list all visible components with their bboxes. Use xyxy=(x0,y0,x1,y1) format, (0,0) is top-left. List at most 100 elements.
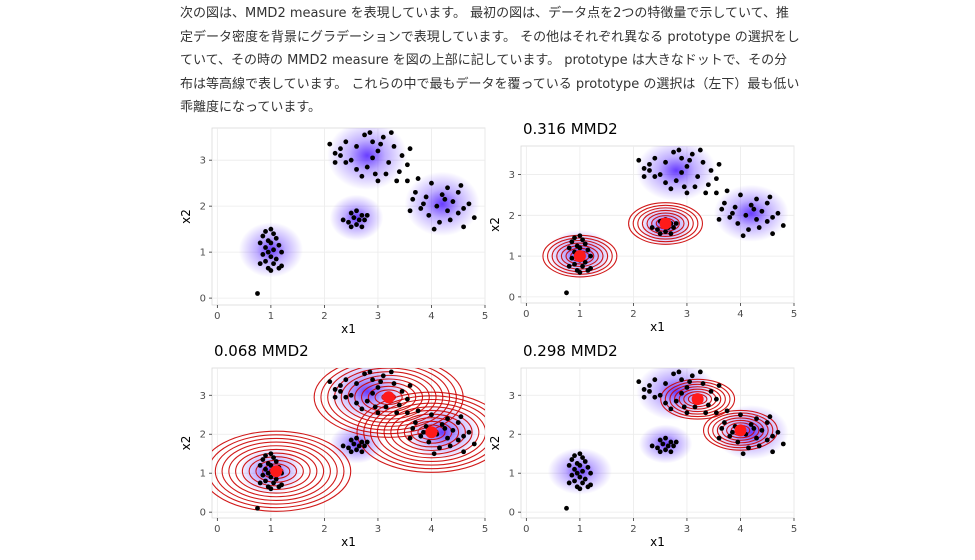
data-point xyxy=(703,190,709,196)
data-point xyxy=(364,398,370,404)
data-point xyxy=(450,427,456,433)
data-point xyxy=(770,433,775,439)
y-tick-label: 0 xyxy=(509,508,515,519)
contour-layer xyxy=(212,368,485,512)
axes: 0 1 2 3 4 5 0 1 2 3 xyxy=(509,391,798,535)
data-point xyxy=(461,206,466,211)
y-tick-label: 2 xyxy=(509,430,515,441)
data-point xyxy=(426,212,432,218)
data-point xyxy=(375,410,381,416)
data-point xyxy=(580,455,585,461)
data-point xyxy=(386,160,392,165)
data-point xyxy=(340,217,346,223)
data-point xyxy=(665,443,671,449)
data-point xyxy=(263,245,268,250)
data-point xyxy=(580,263,585,269)
data-point xyxy=(388,369,394,375)
data-point xyxy=(375,148,381,154)
data-point xyxy=(442,196,448,202)
data-point xyxy=(439,422,445,427)
data-point xyxy=(588,253,593,259)
data-point xyxy=(455,210,461,216)
data-point xyxy=(458,183,464,188)
data-point xyxy=(652,377,658,383)
data-point xyxy=(367,130,373,135)
data-point xyxy=(566,480,572,486)
x-tick-label: 0 xyxy=(214,311,220,322)
data-point xyxy=(668,186,674,192)
data-point xyxy=(434,203,440,209)
data-point xyxy=(673,221,679,226)
data-point xyxy=(746,445,751,451)
data-point xyxy=(429,412,434,418)
data-point xyxy=(580,480,585,486)
data-point xyxy=(332,150,338,156)
data-point xyxy=(754,217,759,222)
data-point xyxy=(580,468,585,474)
data-point xyxy=(687,379,693,385)
data-point xyxy=(730,210,735,216)
data-point xyxy=(681,404,687,410)
data-point xyxy=(380,373,386,379)
y-tick-label: 3 xyxy=(200,156,206,167)
x-axis-label: x1 xyxy=(341,535,356,549)
data-point xyxy=(663,159,668,165)
data-point xyxy=(738,412,743,418)
data-point xyxy=(727,433,733,439)
data-point xyxy=(437,219,442,225)
data-point xyxy=(713,190,719,196)
data-point xyxy=(673,398,679,404)
data-point xyxy=(340,443,346,449)
data-point xyxy=(426,439,432,445)
data-point xyxy=(394,178,400,184)
data-point xyxy=(421,429,426,435)
density-blob xyxy=(329,194,384,241)
data-point xyxy=(775,429,781,435)
contour-ring xyxy=(641,209,690,238)
data-point xyxy=(663,381,668,386)
data-point xyxy=(271,455,276,461)
data-point xyxy=(458,414,464,420)
x-tick-label: 1 xyxy=(268,524,274,535)
contour-ring xyxy=(376,402,485,462)
data-point xyxy=(407,146,413,152)
data-point xyxy=(268,240,274,246)
data-point xyxy=(582,259,588,265)
contour-ring xyxy=(637,207,694,240)
data-point xyxy=(572,466,577,472)
data-point xyxy=(391,381,397,386)
data-point xyxy=(649,443,655,449)
contour-ring xyxy=(235,448,318,494)
data-point xyxy=(679,390,684,396)
data-point xyxy=(724,188,730,194)
data-point xyxy=(569,472,575,478)
data-point xyxy=(257,261,263,267)
data-point xyxy=(668,449,674,455)
data-point xyxy=(338,383,343,388)
data-point xyxy=(450,199,456,204)
x-tick-label: 4 xyxy=(737,524,743,535)
data-point xyxy=(423,194,429,200)
data-point xyxy=(657,172,663,177)
y-tick-label: 0 xyxy=(200,294,206,305)
data-point xyxy=(445,416,450,422)
data-point xyxy=(703,410,709,416)
data-point xyxy=(647,161,652,167)
data-point xyxy=(372,171,378,177)
data-point xyxy=(354,222,359,227)
data-point xyxy=(689,373,695,379)
data-point xyxy=(668,231,674,237)
data-point xyxy=(764,420,770,425)
data-point xyxy=(684,190,690,196)
data-point xyxy=(461,449,466,455)
data-point xyxy=(735,221,741,226)
data-point xyxy=(740,451,746,457)
contour-ring xyxy=(363,395,485,470)
data-point xyxy=(255,505,260,511)
data-point xyxy=(684,385,690,390)
contour-ring xyxy=(313,368,464,438)
data-point xyxy=(268,451,274,457)
data-point xyxy=(722,420,727,425)
data-point xyxy=(362,443,367,449)
x-tick-label: 5 xyxy=(482,311,488,322)
